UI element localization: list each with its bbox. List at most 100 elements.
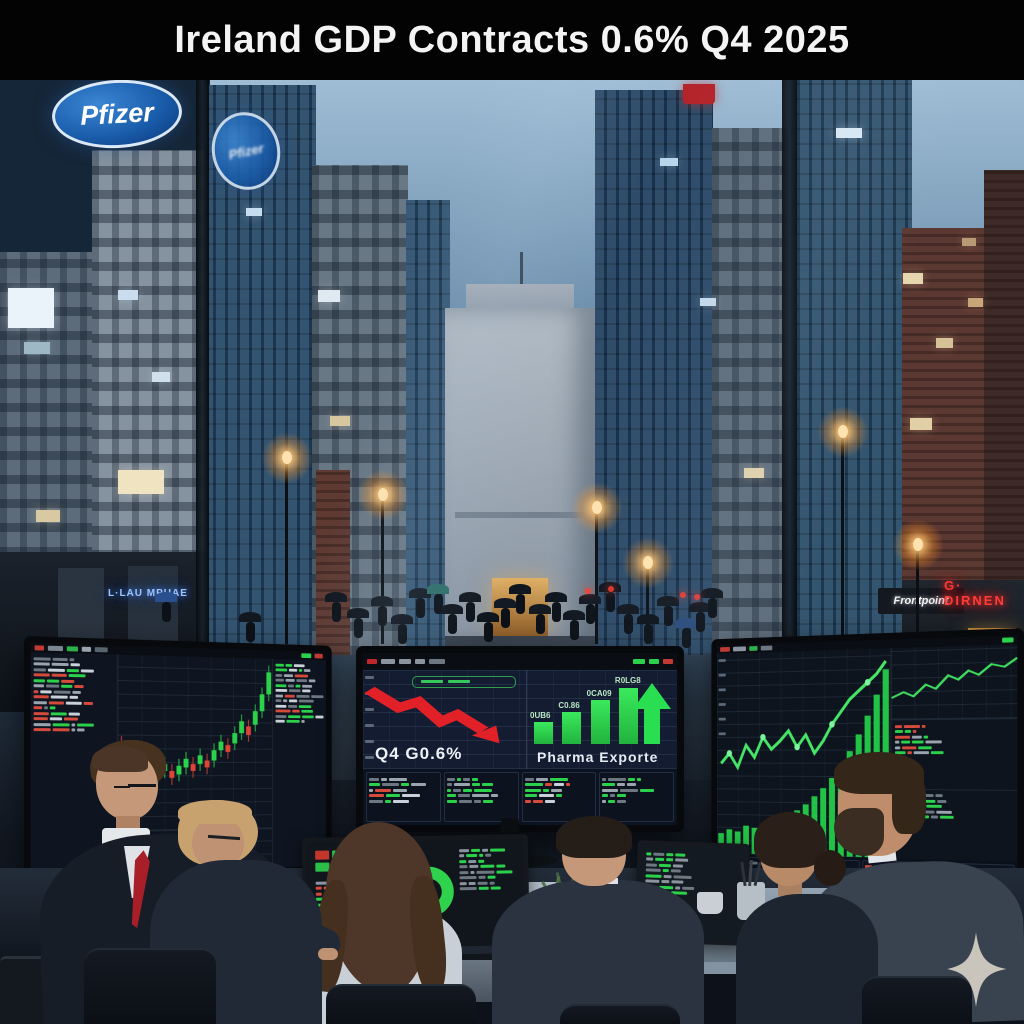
umbrella — [427, 584, 449, 594]
axis-tick — [365, 756, 374, 759]
pedestrian — [696, 612, 705, 632]
umbrella — [239, 612, 261, 622]
red-decline-arrow — [364, 686, 500, 744]
gdp-decline-panel: Q4 G0.6% — [363, 670, 526, 769]
white-script-sign: Frontpoint — [878, 588, 964, 614]
hair — [754, 812, 826, 868]
axis-tick — [365, 740, 374, 743]
window-mullion — [782, 80, 797, 655]
pfizer-logo-text: Pfizer — [79, 96, 155, 131]
hair — [556, 816, 632, 858]
bar-label: R0LG8 — [614, 676, 641, 686]
umbrella — [494, 598, 516, 608]
pedestrian — [664, 606, 673, 626]
lamp-head — [378, 488, 388, 501]
lit-window — [318, 290, 340, 302]
pedestrian — [162, 602, 171, 622]
analyst-blonde-woman — [150, 800, 345, 1024]
pedestrian — [398, 624, 407, 644]
chair-back — [326, 984, 476, 1024]
hair — [834, 752, 924, 794]
umbrella — [509, 584, 531, 594]
pedestrian — [378, 606, 387, 626]
pedestrian — [448, 614, 457, 634]
pedestrian — [416, 598, 425, 618]
building — [316, 470, 350, 655]
chair-back — [862, 976, 972, 1024]
umbrella — [155, 592, 177, 602]
umbrella — [617, 604, 639, 614]
red-neon-sign: G· DIRNEN — [944, 578, 1006, 608]
lamp-head — [282, 451, 292, 464]
lit-window — [836, 128, 862, 138]
lit-window — [700, 298, 716, 306]
glasses — [128, 784, 156, 787]
lit-window — [8, 288, 54, 328]
lit-window — [246, 208, 262, 216]
building — [406, 200, 450, 655]
lit-window — [903, 273, 923, 284]
axis-tick — [365, 708, 374, 711]
pedestrian — [501, 608, 510, 628]
lit-window — [936, 338, 953, 348]
analyst-center-man — [492, 816, 704, 1024]
umbrella — [477, 612, 499, 622]
chair-back — [560, 1004, 680, 1024]
lit-window — [118, 470, 164, 494]
pedestrian — [484, 622, 493, 642]
pedestrian — [624, 614, 633, 634]
axis-tick — [718, 688, 726, 692]
analyst-standing-left — [36, 736, 340, 1024]
umbrella — [689, 602, 711, 612]
lit-window — [152, 372, 170, 382]
center-trading-monitor: Q4 G0.6% 0UB6 C0.86 0CA09 R0LG8 Pharma Expo… — [356, 646, 684, 832]
analyst-longhair-woman — [300, 822, 470, 1024]
center-monitor-toolbar — [363, 653, 677, 670]
pedestrian — [434, 594, 443, 614]
suit — [736, 894, 878, 1024]
gdp-label: Q4 G0.6% — [375, 744, 463, 763]
hand — [318, 948, 338, 960]
pedestrian — [516, 594, 525, 614]
blue-neon-text: L·LAU MPUAE — [108, 588, 188, 599]
pedestrian — [536, 614, 545, 634]
umbrella — [409, 588, 431, 598]
headline-banner: Ireland GDP Contracts 0.6% Q4 2025 — [0, 0, 1024, 80]
lit-window — [968, 298, 983, 307]
analyst-bun-woman — [728, 812, 888, 1024]
pedestrian — [332, 602, 341, 622]
suit — [492, 880, 704, 1024]
axis-tick — [718, 717, 726, 721]
pedestrian — [586, 604, 595, 624]
umbrella — [529, 604, 551, 614]
headline-text: Ireland GDP Contracts 0.6% Q4 2025 — [174, 18, 850, 61]
mini-sparkline-panel — [891, 644, 1018, 721]
umbrella — [459, 592, 481, 602]
pharma-bar — [534, 722, 553, 745]
umbrella — [657, 596, 679, 606]
lit-window — [330, 416, 350, 426]
quote-pill — [411, 675, 516, 688]
sparkle-watermark-icon — [938, 920, 1014, 1018]
building — [984, 170, 1024, 660]
umbrella — [579, 594, 601, 604]
axis-tick — [718, 732, 726, 736]
axis-tick — [365, 724, 374, 727]
axis-tick — [718, 673, 726, 677]
umbrella — [371, 596, 393, 606]
analyst-bearded-man — [796, 752, 1024, 1024]
window-mullion — [196, 80, 209, 655]
building — [712, 128, 790, 655]
blue-neon-sign: L·LAU MPUAE — [108, 588, 198, 608]
chair-back — [84, 948, 216, 1024]
lit-window — [910, 418, 932, 430]
axis-tick — [718, 659, 726, 662]
umbrella — [441, 604, 463, 614]
pedestrian — [570, 620, 579, 640]
tail-light — [585, 588, 591, 594]
pfizer-logo-text: Pfizer — [227, 139, 265, 163]
umbrella — [391, 614, 413, 624]
white-script-text: Frontpoint — [893, 595, 949, 607]
umbrella — [701, 588, 723, 598]
lit-window — [962, 238, 976, 246]
